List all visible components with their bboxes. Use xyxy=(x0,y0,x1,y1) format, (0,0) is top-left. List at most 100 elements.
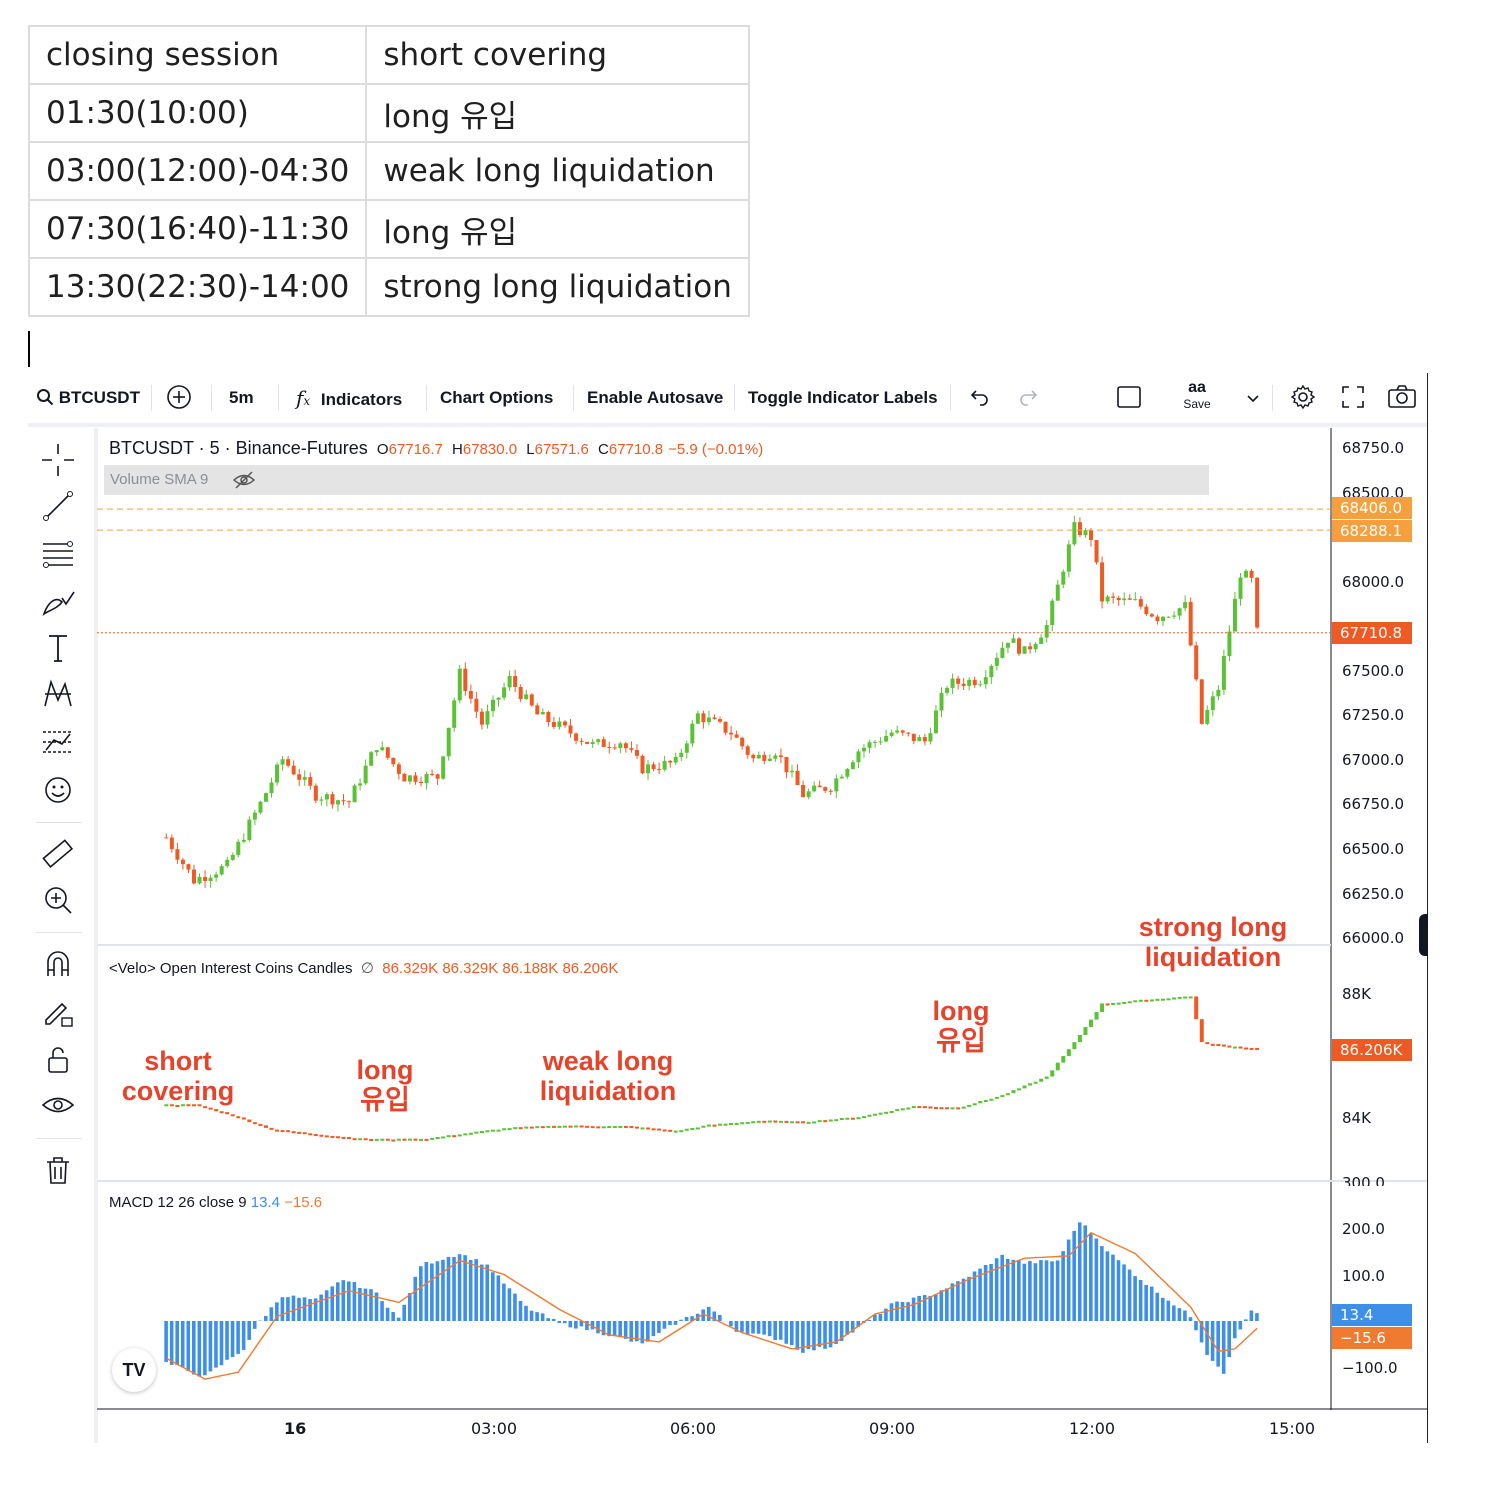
oi-candle xyxy=(972,1103,977,1106)
screenshot-button[interactable] xyxy=(1387,373,1417,423)
ruler-icon[interactable] xyxy=(40,836,76,872)
indicators-button[interactable]: fx Indicators xyxy=(296,373,402,423)
macd-histogram-bar xyxy=(518,1300,523,1321)
magnet-icon[interactable] xyxy=(40,946,76,982)
macd-histogram-bar xyxy=(823,1321,827,1349)
price-candle xyxy=(374,750,379,753)
layout-button[interactable] xyxy=(1116,373,1142,423)
price-candle xyxy=(1077,522,1082,536)
macd-histogram-bar xyxy=(706,1306,711,1321)
price-candle xyxy=(756,754,761,759)
trash-icon[interactable] xyxy=(40,1152,76,1188)
trend-line-icon[interactable] xyxy=(40,488,76,524)
price-candle xyxy=(712,717,717,720)
fib-retracement-icon[interactable] xyxy=(40,536,76,572)
macd-tick-200: 200.0 xyxy=(1342,1220,1385,1238)
oi-candle xyxy=(1005,1093,1010,1096)
price-candle xyxy=(335,800,340,805)
redo-button[interactable] xyxy=(1018,373,1040,423)
price-tick-68000: 68000.0 xyxy=(1342,573,1405,591)
oi-candle xyxy=(1205,1042,1210,1045)
macd-histogram-bar xyxy=(419,1266,423,1321)
oi-candle xyxy=(790,1121,794,1124)
price-candle xyxy=(1221,656,1226,690)
eye-hidden-icon[interactable] xyxy=(232,470,256,490)
price-candle xyxy=(1100,562,1105,602)
undo-button[interactable] xyxy=(968,373,990,423)
oi-candle xyxy=(374,1138,379,1141)
price-candle xyxy=(313,785,318,801)
lock-icon[interactable] xyxy=(40,1042,76,1078)
drawing-toolbar xyxy=(28,428,90,1443)
lock-drawing-icon[interactable] xyxy=(40,994,76,1030)
oi-candle xyxy=(535,1126,540,1129)
compare-add-button[interactable] xyxy=(166,373,192,423)
price-candle xyxy=(895,730,900,733)
price-line-badge-68406: 68406.0 xyxy=(1332,497,1412,519)
macd-histogram-bar xyxy=(767,1321,772,1337)
oi-candle xyxy=(341,1136,346,1139)
price-tick-67000: 67000.0 xyxy=(1342,751,1405,769)
oi-candle xyxy=(1194,996,1199,1020)
macd-histogram-bar xyxy=(1194,1321,1198,1331)
text-tool-icon[interactable] xyxy=(40,630,76,666)
price-candle xyxy=(967,679,972,686)
price-candle xyxy=(524,694,529,699)
fx-icon: fx xyxy=(296,386,311,410)
volume-indicator-bar[interactable]: Volume SMA 9 xyxy=(104,465,1209,495)
oi-candle xyxy=(679,1130,684,1133)
pattern-icon[interactable] xyxy=(40,676,76,712)
oi-candle xyxy=(961,1106,966,1109)
macd-histogram-bar xyxy=(252,1321,257,1329)
price-candle xyxy=(192,869,196,884)
price-candle xyxy=(1199,679,1204,724)
oi-candle xyxy=(1177,996,1182,999)
chart-options-button[interactable]: Chart Options xyxy=(440,388,554,407)
fullscreen-button[interactable] xyxy=(1340,373,1366,423)
price-candle xyxy=(994,657,999,666)
price-candle xyxy=(1149,614,1154,617)
price-tick-66750: 66750.0 xyxy=(1342,795,1405,813)
oi-candle xyxy=(540,1126,545,1129)
macd-histogram-bar xyxy=(873,1314,877,1321)
eye-icon[interactable] xyxy=(40,1088,76,1124)
oi-candle xyxy=(491,1129,495,1132)
macd-histogram-bar xyxy=(956,1281,960,1321)
enable-autosave-button[interactable]: Enable Autosave xyxy=(587,388,724,407)
macd-histogram-bar xyxy=(618,1321,622,1338)
oi-candle xyxy=(230,1114,235,1117)
oi-candle xyxy=(723,1123,728,1126)
macd-histogram-bar xyxy=(413,1276,418,1321)
tradingview-logo[interactable]: TV xyxy=(112,1348,156,1392)
price-candle xyxy=(1238,577,1243,599)
emoji-icon[interactable] xyxy=(40,772,76,808)
brush-icon[interactable] xyxy=(40,584,76,620)
signal-last-badge: −15.6 xyxy=(1332,1327,1412,1349)
settings-button[interactable] xyxy=(1289,373,1317,423)
oi-candle xyxy=(363,1138,368,1141)
zoom-in-icon[interactable] xyxy=(40,882,76,918)
oi-candle xyxy=(252,1122,257,1125)
oi-candle xyxy=(911,1106,916,1109)
oi-candle xyxy=(258,1123,263,1126)
prediction-icon[interactable] xyxy=(40,724,76,760)
symbol-search-button[interactable]: BTCUSDT xyxy=(36,373,146,423)
price-candle xyxy=(1155,616,1160,622)
price-candle xyxy=(535,705,540,715)
crosshair-icon[interactable] xyxy=(40,442,76,478)
macd-histogram-bar xyxy=(845,1321,849,1335)
price-candle xyxy=(1017,638,1022,654)
macd-histogram-bar xyxy=(524,1305,528,1321)
save-menu-button[interactable] xyxy=(1246,373,1260,423)
macd-histogram-bar xyxy=(790,1321,794,1346)
session-time-cell: 01:30(10:00) xyxy=(27,83,368,143)
session-behavior-cell: short covering xyxy=(365,25,750,85)
price-candle xyxy=(601,739,606,747)
save-button[interactable]: aa Save xyxy=(1176,379,1218,411)
macd-histogram-bar xyxy=(1044,1260,1049,1321)
collapse-handle[interactable] xyxy=(1419,914,1428,956)
price-candle xyxy=(479,711,484,725)
interval-button[interactable]: 5m xyxy=(229,388,254,407)
toggle-indicator-labels-button[interactable]: Toggle Indicator Labels xyxy=(748,388,938,407)
indicators-label: Indicators xyxy=(320,390,403,409)
